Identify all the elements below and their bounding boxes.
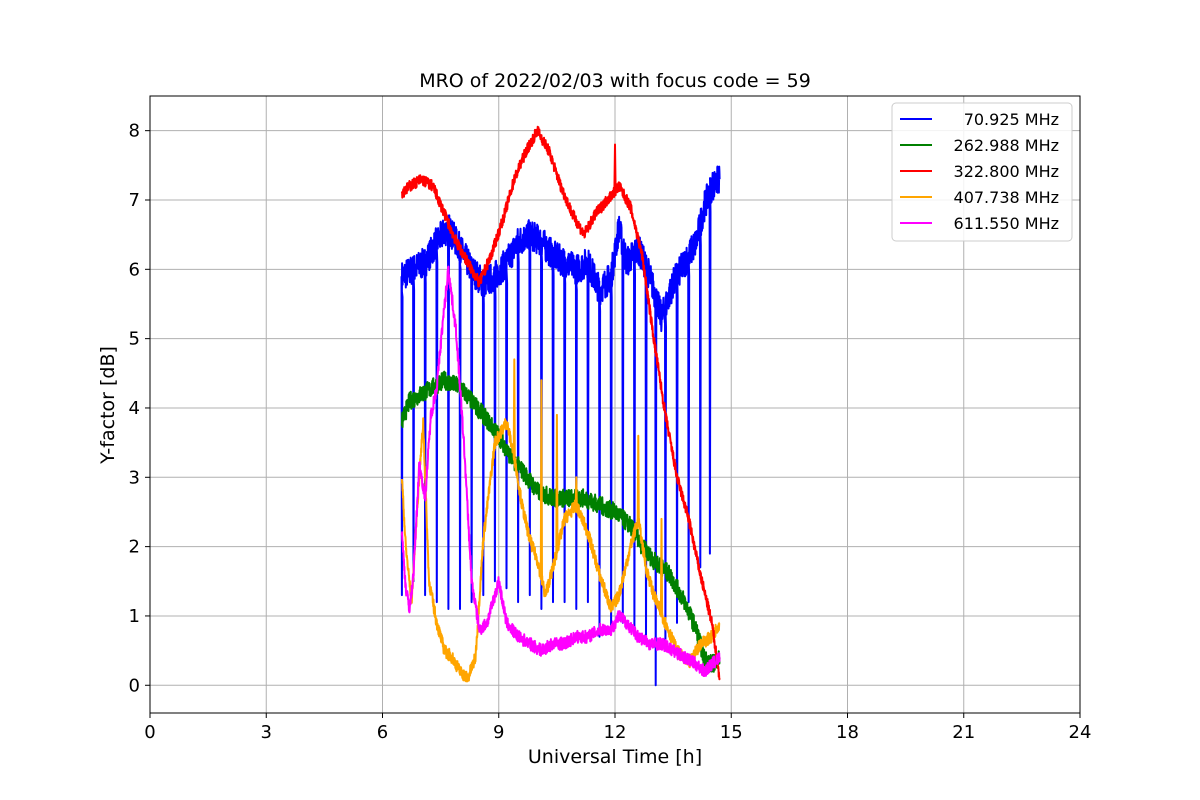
legend: 70.925 MHz 262.988 MHz 322.800 MHz 407.738 …	[891, 102, 1073, 242]
series-layer	[400, 125, 721, 687]
legend-box	[891, 102, 1073, 242]
y-tick-label: 7	[129, 190, 140, 211]
y-tick-label: 1	[129, 606, 140, 627]
x-tick-label: 0	[144, 722, 155, 743]
y-tick-label: 8	[129, 121, 140, 142]
chart-title: MRO of 2022/02/03 with focus code = 59	[419, 70, 811, 92]
legend-label: 322.800 MHz	[954, 162, 1059, 181]
y-tick-label: 3	[129, 467, 140, 488]
x-tick-label: 18	[836, 722, 859, 743]
y-tick-label: 4	[129, 398, 140, 419]
x-tick-label: 3	[261, 722, 272, 743]
y-tick-label: 0	[129, 675, 140, 696]
legend-label: 70.925 MHz	[964, 110, 1059, 129]
x-tick-label: 12	[604, 722, 627, 743]
y-tick-label: 6	[129, 259, 140, 280]
y-axis-label: Y-factor [dB]	[97, 346, 119, 465]
series-line	[400, 370, 721, 673]
y-tick-label: 2	[129, 537, 140, 558]
y-tick-label: 5	[129, 329, 140, 350]
x-tick-label: 15	[720, 722, 743, 743]
series-line	[400, 265, 721, 677]
legend-label: 262.988 MHz	[954, 136, 1059, 155]
x-tick-label: 24	[1069, 722, 1092, 743]
series-line	[400, 358, 721, 683]
x-tick-label: 6	[377, 722, 388, 743]
series-line	[400, 125, 721, 681]
x-tick-label: 9	[493, 722, 504, 743]
legend-label: 407.738 MHz	[954, 188, 1059, 207]
series-line	[400, 165, 721, 687]
legend-label: 611.550 MHz	[954, 214, 1059, 233]
x-axis-label: Universal Time [h]	[528, 746, 702, 768]
x-tick-label: 21	[952, 722, 975, 743]
